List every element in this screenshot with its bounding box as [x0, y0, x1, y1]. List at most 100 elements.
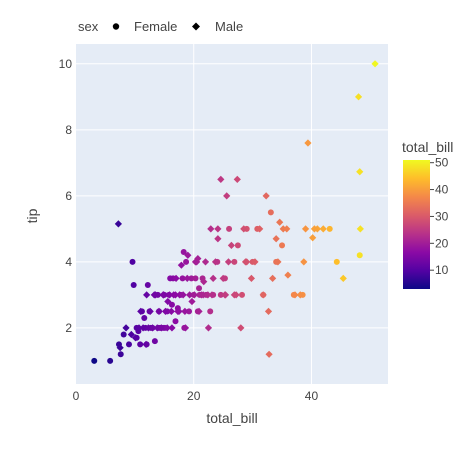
data-point-male[interactable]	[339, 274, 347, 282]
data-point-male[interactable]	[319, 225, 327, 233]
data-point-male[interactable]	[240, 225, 248, 233]
data-point-male[interactable]	[122, 324, 130, 332]
data-point-male[interactable]	[309, 234, 317, 242]
data-point-male[interactable]	[272, 235, 280, 243]
data-point-female[interactable]	[151, 338, 158, 345]
data-point-male[interactable]	[195, 307, 203, 315]
legend-label-male[interactable]: Male	[215, 19, 243, 34]
data-point-female[interactable]	[192, 275, 199, 282]
data-point-male[interactable]	[191, 258, 200, 266]
data-point-male[interactable]	[256, 225, 264, 233]
data-point-male[interactable]	[164, 297, 172, 306]
data-point-male[interactable]	[310, 225, 319, 233]
data-point-male[interactable]	[155, 307, 163, 315]
data-point-male[interactable]	[179, 291, 187, 299]
data-point-male[interactable]	[144, 324, 153, 332]
data-point-male[interactable]	[163, 324, 171, 332]
data-point-male[interactable]	[143, 291, 151, 299]
data-point-female[interactable]	[183, 258, 190, 265]
data-point-male[interactable]	[283, 225, 291, 233]
data-point-male[interactable]	[171, 291, 180, 299]
data-point-male[interactable]	[211, 258, 220, 266]
data-point-male[interactable]	[153, 324, 161, 332]
data-point-male[interactable]	[241, 258, 250, 266]
data-point-male[interactable]	[183, 274, 191, 282]
data-point-female[interactable]	[226, 225, 233, 232]
data-point-male[interactable]	[232, 291, 240, 299]
data-point-male[interactable]	[262, 192, 270, 200]
data-point-male[interactable]	[142, 340, 150, 348]
data-point-male[interactable]	[199, 291, 207, 299]
data-point-male[interactable]	[224, 258, 233, 266]
data-point-male[interactable]	[237, 324, 245, 332]
data-point-male[interactable]	[175, 307, 183, 315]
data-point-male[interactable]	[219, 274, 227, 282]
data-point-female[interactable]	[196, 285, 203, 292]
data-point-male[interactable]	[223, 192, 231, 200]
data-point-female[interactable]	[180, 248, 187, 255]
data-point-male[interactable]	[137, 307, 145, 315]
data-point-male[interactable]	[131, 334, 140, 342]
legend-marker-male[interactable]	[192, 22, 200, 31]
data-point-female[interactable]	[125, 341, 132, 348]
data-point-male[interactable]	[204, 324, 213, 332]
data-point-male[interactable]	[201, 258, 210, 266]
data-point-male[interactable]	[217, 175, 225, 183]
data-point-male[interactable]	[291, 291, 299, 299]
data-point-male[interactable]	[269, 274, 277, 282]
data-point-male[interactable]	[371, 60, 379, 68]
data-point-male[interactable]	[259, 291, 267, 299]
data-point-male[interactable]	[160, 291, 168, 299]
data-point-female[interactable]	[91, 357, 98, 364]
legend-label-female[interactable]: Female	[134, 19, 177, 34]
data-point-female[interactable]	[356, 252, 363, 259]
data-point-male[interactable]	[356, 168, 364, 176]
data-point-male[interactable]	[208, 291, 216, 299]
data-point-male[interactable]	[265, 350, 273, 358]
data-point-female[interactable]	[279, 242, 286, 249]
data-point-male[interactable]	[204, 291, 212, 299]
data-point-male[interactable]	[227, 241, 236, 249]
data-point-male[interactable]	[190, 291, 198, 299]
data-point-female[interactable]	[326, 225, 333, 232]
data-point-male[interactable]	[139, 324, 147, 332]
legend-marker-female[interactable]	[112, 23, 120, 30]
data-point-male[interactable]	[304, 139, 312, 147]
data-point-female[interactable]	[107, 357, 114, 364]
data-point-male[interactable]	[221, 291, 229, 299]
data-point-female[interactable]	[168, 301, 175, 308]
data-point-male[interactable]	[181, 307, 189, 315]
data-point-female[interactable]	[217, 291, 224, 298]
data-point-female[interactable]	[186, 308, 193, 315]
data-point-male[interactable]	[209, 274, 217, 282]
data-point-male[interactable]	[188, 297, 196, 306]
data-point-male[interactable]	[214, 225, 222, 233]
data-point-female[interactable]	[207, 308, 214, 315]
data-point-female[interactable]	[120, 331, 127, 338]
data-point-female[interactable]	[141, 314, 148, 321]
data-point-male[interactable]	[172, 274, 180, 282]
data-point-male[interactable]	[274, 258, 282, 266]
data-point-male[interactable]	[284, 271, 292, 279]
data-point-male[interactable]	[354, 93, 363, 101]
data-point-male[interactable]	[168, 324, 176, 332]
data-point-male[interactable]	[146, 307, 154, 315]
data-point-male[interactable]	[167, 307, 175, 315]
data-point-female[interactable]	[188, 275, 195, 282]
data-point-female[interactable]	[129, 258, 136, 265]
data-point-female[interactable]	[167, 275, 174, 282]
data-point-female[interactable]	[231, 258, 238, 265]
data-point-male[interactable]	[300, 258, 308, 266]
data-point-male[interactable]	[247, 274, 256, 282]
data-point-male[interactable]	[356, 225, 364, 233]
data-point-male[interactable]	[207, 225, 215, 233]
data-point-male[interactable]	[186, 291, 194, 299]
data-point-male[interactable]	[251, 258, 259, 266]
data-point-male[interactable]	[127, 330, 135, 339]
data-point-female[interactable]	[172, 318, 179, 325]
data-point-male[interactable]	[200, 278, 208, 286]
data-point-female[interactable]	[267, 209, 274, 216]
data-point-male[interactable]	[264, 307, 273, 315]
data-point-male[interactable]	[301, 225, 310, 233]
data-point-female[interactable]	[239, 291, 246, 298]
